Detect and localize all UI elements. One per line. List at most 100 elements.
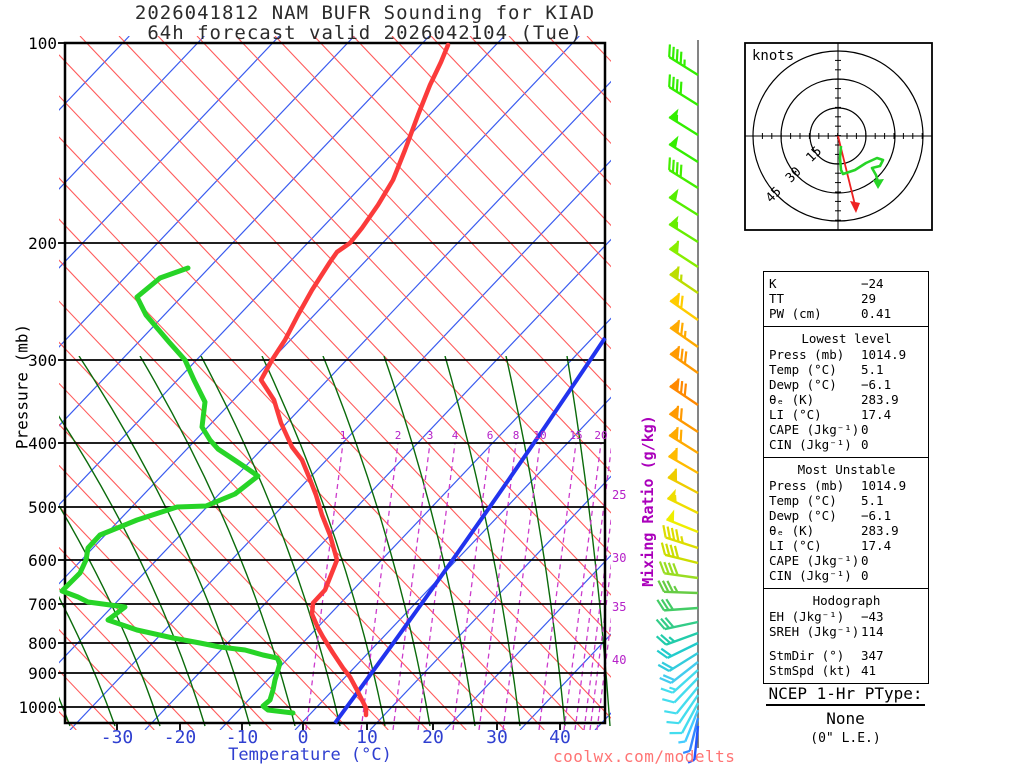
- wind-barb-feather: [668, 44, 672, 58]
- stat-row: Dewp (°C) −6.1: [769, 508, 924, 523]
- stat-label: Dewp (°C): [769, 377, 837, 392]
- wind-barb-halffeather: [673, 495, 677, 503]
- wind-barb: [669, 345, 699, 374]
- wind-barb-feather: [673, 545, 680, 559]
- pressure-tick-label: 400: [28, 434, 57, 453]
- stat-label: TT: [769, 291, 785, 306]
- pressure-tick-label: 300: [28, 351, 57, 370]
- stat-value: 41: [861, 663, 877, 678]
- wind-barb-halffeather: [678, 740, 686, 744]
- wind-barb-staff: [669, 299, 699, 321]
- wind-barb-feather: [655, 635, 667, 646]
- mixing-ratio-line: [589, 562, 611, 730]
- wind-barb-feather: [679, 164, 683, 178]
- freezing-reference-line: [333, 336, 607, 725]
- stat-value: 17.4: [861, 407, 892, 422]
- stat-row: θₑ (K) 283.9: [769, 392, 924, 407]
- temperature-tick-label: 40: [549, 727, 571, 748]
- stat-row: StmDir (°) 347: [769, 648, 924, 663]
- stats-section-header: Lowest level: [801, 331, 892, 346]
- stat-row: LI (°C) 17.4: [769, 538, 924, 553]
- stat-value: 5.1: [861, 493, 884, 508]
- mixing-ratio-line: [478, 442, 517, 730]
- wind-barb-feather: [656, 599, 666, 611]
- wind-barb: [668, 405, 699, 434]
- stat-label: θₑ (K): [769, 392, 815, 407]
- stat-value: 0: [861, 437, 869, 452]
- wind-barb-staff: [666, 497, 699, 515]
- wind-barb: [667, 468, 699, 495]
- wind-barb-staff: [668, 412, 699, 434]
- stats-spacer: [769, 639, 924, 648]
- mixing-ratio-tick-label: 3: [426, 429, 434, 442]
- mixing-ratio-tick-label: 8: [512, 429, 520, 442]
- temperature-tick-label: 0: [297, 727, 309, 748]
- wind-barb: [655, 616, 699, 631]
- stat-label: StmSpd (kt): [769, 663, 852, 678]
- stat-value: 0: [861, 568, 869, 583]
- wind-barb-staff: [673, 677, 699, 704]
- wind-barb: [657, 580, 699, 595]
- temperature-tick-label: 10: [356, 727, 378, 748]
- wind-barb-feather: [672, 563, 679, 576]
- wind-barb-feather: [663, 561, 670, 575]
- wind-barb-staff: [675, 686, 699, 715]
- wind-barb-feather: [674, 468, 678, 482]
- dry-adiabat-line: [59, 300, 467, 730]
- stat-label: LI (°C): [769, 538, 822, 553]
- wind-barb-feather: [664, 710, 677, 715]
- moist-adiabat-line: [78, 356, 251, 727]
- watermark-link[interactable]: coolwx.com/modelts: [553, 747, 736, 766]
- wind-barb-staff: [677, 694, 699, 724]
- moist-adiabat-line: [59, 596, 116, 727]
- wind-barb-feather: [655, 618, 666, 630]
- mixing-ratio-line: [563, 442, 602, 730]
- stat-value: 5.1: [861, 362, 884, 377]
- wind-barb-feather: [666, 580, 674, 593]
- stat-label: θₑ (K): [769, 523, 815, 538]
- dry-adiabat-line: [59, 587, 194, 730]
- pressure-tick-label: 600: [28, 551, 57, 570]
- wind-barb-feather: [669, 544, 675, 558]
- wind-barb-feather: [660, 617, 670, 629]
- stat-label: Temp (°C): [769, 493, 837, 508]
- dry-adiabat-line: [59, 464, 311, 730]
- wind-barb-feather: [662, 698, 675, 704]
- hodograph-units-label: knots: [752, 48, 795, 64]
- wind-barb-feather: [661, 580, 670, 593]
- wind-barb-feather: [675, 427, 679, 440]
- wind-barb-halffeather: [687, 758, 695, 764]
- wind-barb-feather: [660, 598, 670, 611]
- mixing-ratio-line: [417, 442, 456, 730]
- moist-adiabat-group: [59, 356, 611, 727]
- moist-adiabat-line: [322, 356, 431, 727]
- dry-adiabat-line: [59, 177, 584, 730]
- wind-barb-feather: [662, 674, 676, 682]
- isotherm-line: [59, 36, 355, 348]
- wind-barb-feather: [679, 408, 683, 421]
- dry-adiabat-line: [235, 36, 611, 432]
- wind-barb: [668, 74, 699, 107]
- stat-value: 114: [861, 624, 884, 639]
- wind-barb-feather: [676, 266, 680, 280]
- wind-barb: [669, 377, 699, 406]
- stats-section: Most Unstable Press (mb) 1014.9 Temp (°C) 5.…: [764, 457, 928, 588]
- stat-row: CIN (Jkg⁻¹) 0: [769, 437, 924, 452]
- wind-barb-halffeather: [675, 221, 679, 229]
- wind-barb-staff: [663, 590, 699, 595]
- wind-barb-staff: [668, 85, 699, 107]
- wind-barb: [668, 215, 699, 244]
- mixing-ratio-line: [574, 445, 611, 730]
- wind-barb-halffeather: [675, 114, 679, 122]
- stat-row: CAPE (Jkg⁻¹) 0: [769, 553, 924, 568]
- stats-section-header: Hodograph: [812, 593, 881, 608]
- stat-label: CAPE (Jkg⁻¹): [769, 553, 860, 568]
- plot-frame: [63, 41, 607, 725]
- stat-value: 347: [861, 648, 884, 663]
- wind-barb-staff: [664, 553, 699, 565]
- wind-barb-feather: [661, 661, 674, 670]
- mixing-ratio-line: [452, 442, 491, 730]
- wind-barb-feather: [675, 79, 679, 92]
- dry-adiabat-line: [430, 36, 611, 227]
- wind-barb-flag: [668, 447, 678, 460]
